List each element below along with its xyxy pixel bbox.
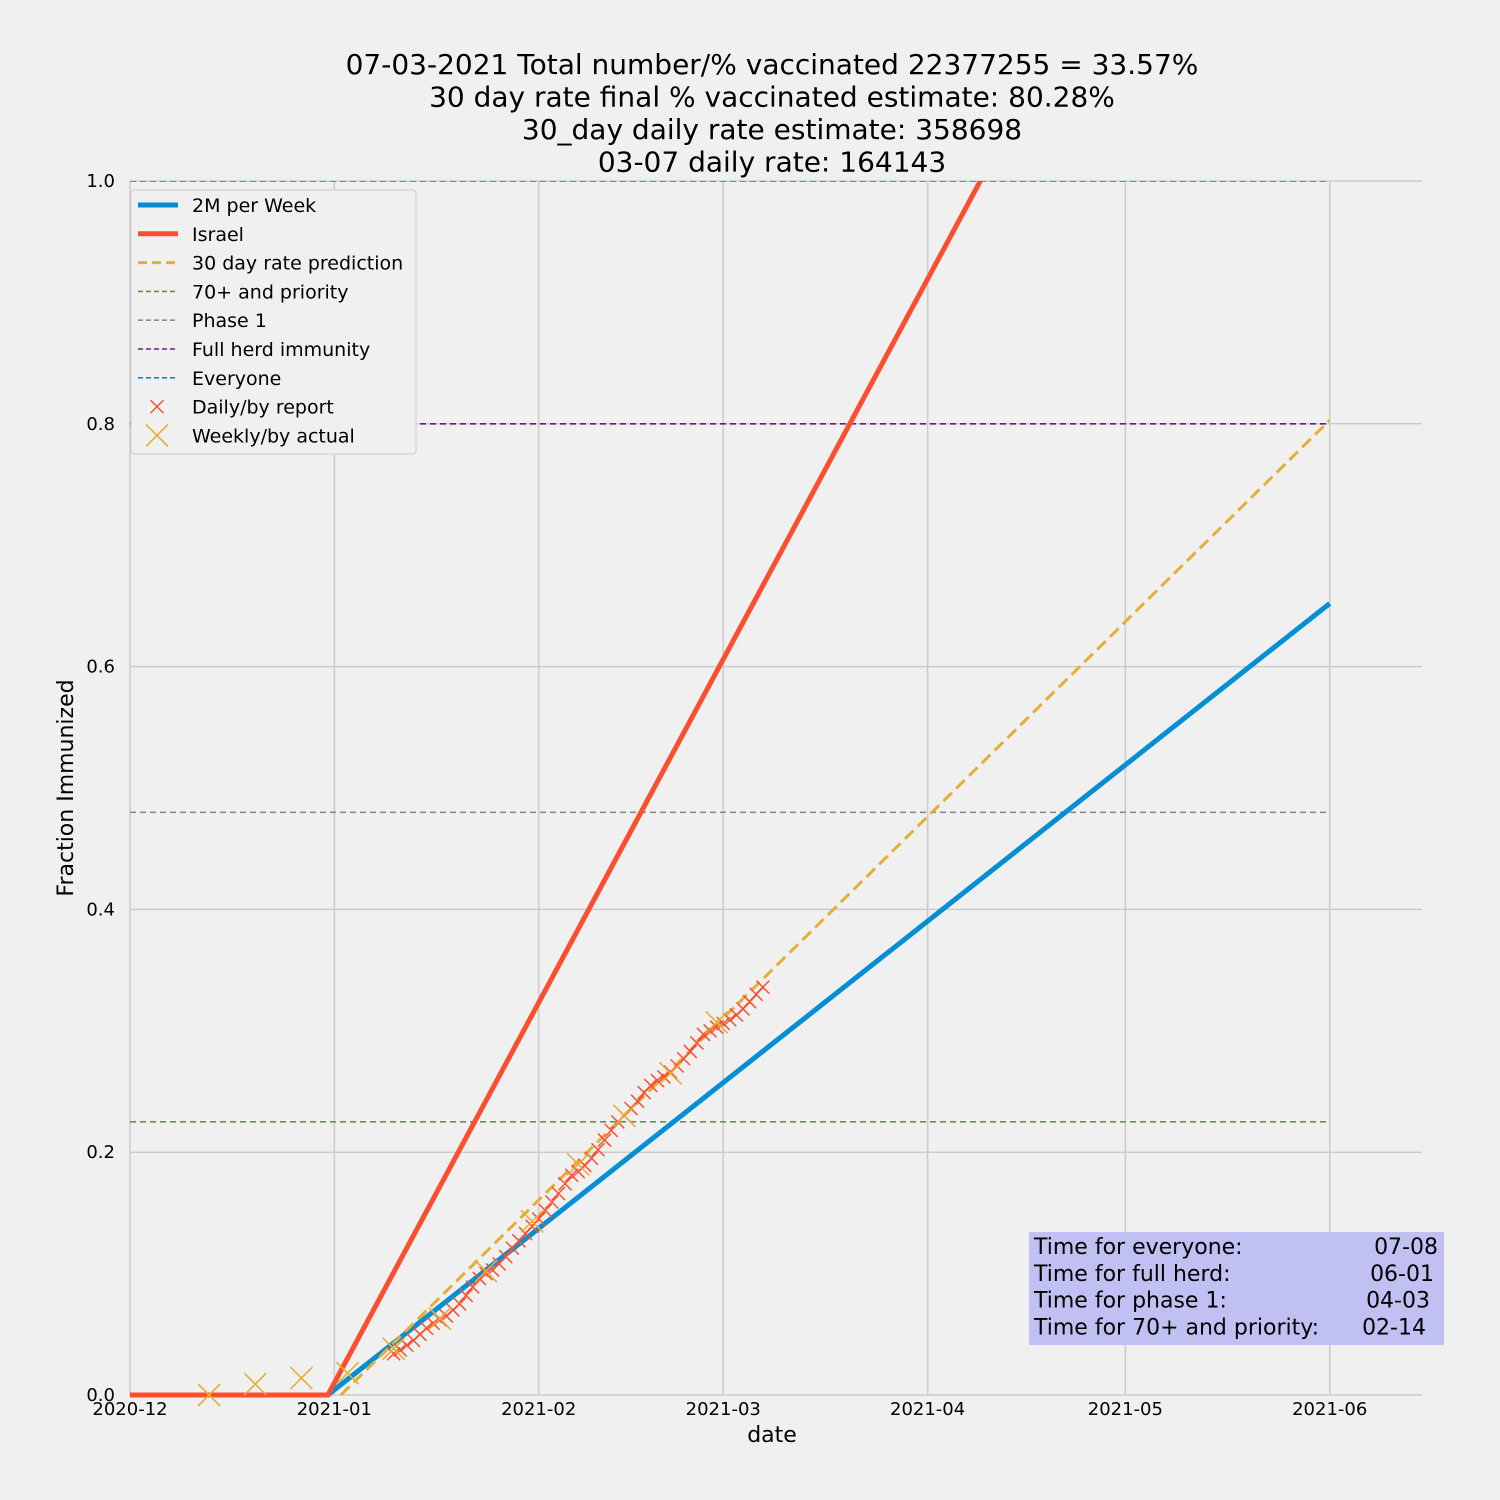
legend-item: Phase 1: [138, 310, 267, 332]
scatter-point: [590, 1142, 606, 1157]
scatter-point: [564, 1168, 579, 1183]
legend-item: 30 day rate prediction: [138, 253, 403, 275]
x-tick-label: 2021-04: [890, 1399, 965, 1420]
series-line: [339, 419, 1331, 1397]
chart-title: 07-03-2021 Total number/% vaccinated 223…: [346, 48, 1199, 179]
scatter-point: [197, 1383, 221, 1407]
scatter-point: [478, 1266, 493, 1281]
legend-label: Full herd immunity: [192, 339, 370, 361]
info-row-value: 07-08: [1374, 1235, 1438, 1260]
scatter-point: [612, 1104, 636, 1128]
x-tick-label: 2021-03: [686, 1399, 761, 1420]
legend-label: Phase 1: [192, 310, 267, 332]
x-axis-ticks: 2020-12 2021-01 2021-02 2021-03 2021-04 2021-…: [92, 1399, 1367, 1420]
info-box: Time for everyone: 07-08 Time for full her…: [1029, 1232, 1444, 1345]
y-axis-label: Fraction Immunized: [54, 679, 79, 896]
info-row-value: 06-01: [1370, 1262, 1434, 1287]
scatter-point: [658, 1061, 683, 1085]
x-tick-label: 2021-06: [1292, 1399, 1367, 1420]
scatter-point: [630, 1094, 645, 1109]
scatter-point: [566, 1152, 590, 1176]
info-row-label: Time for full herd:: [1033, 1262, 1231, 1287]
info-row-label: Time for 70+ and priority:: [1033, 1315, 1319, 1340]
scatter-point: [289, 1366, 313, 1390]
info-row-label: Time for everyone:: [1033, 1235, 1243, 1260]
scatter-point: [703, 1023, 718, 1038]
x-tick-label: 2020-12: [92, 1399, 167, 1420]
series-lines: [130, 181, 1332, 1398]
info-box-background: [1029, 1232, 1444, 1345]
scatter-point: [755, 980, 770, 995]
title-line: 07-03-2021 Total number/% vaccinated 223…: [346, 48, 1199, 81]
scatter-point: [538, 1203, 553, 1218]
scatter-point: [419, 1321, 434, 1336]
y-tick-label: 0.0: [86, 1385, 115, 1406]
scatter-point: [465, 1279, 480, 1294]
scatter-point: [520, 1209, 544, 1233]
scatter-point: [705, 1010, 729, 1034]
scatter-point: [386, 1346, 401, 1361]
info-row-label: Time for phase 1:: [1033, 1289, 1227, 1314]
scatter-point: [428, 1306, 452, 1331]
scatter-point: [650, 1073, 665, 1088]
info-row-value: 02-14: [1362, 1315, 1426, 1340]
title-line: 30_day daily rate estimate: 358698: [522, 113, 1022, 146]
scatter-point: [689, 1035, 704, 1050]
legend-item: Weekly/by actual: [145, 423, 355, 447]
legend-label: Daily/by report: [192, 397, 334, 419]
x-tick-label: 2021-01: [297, 1399, 372, 1420]
scatter-point: [382, 1337, 406, 1361]
scatter-point: [604, 1123, 619, 1138]
scatter-point: [432, 1312, 447, 1327]
scatter-point: [459, 1288, 474, 1303]
legend-label: Israel: [192, 224, 244, 246]
y-tick-label: 0.6: [86, 657, 115, 678]
y-tick-label: 0.4: [86, 899, 115, 920]
scatter-point: [558, 1176, 573, 1191]
title-line: 30 day rate final % vaccinated estimate:…: [429, 81, 1115, 114]
scatter-point: [597, 1133, 612, 1148]
info-row-value: 04-03: [1366, 1289, 1430, 1314]
legend: 2M per Week Israel 30 day rate prediction 7…: [130, 189, 417, 455]
legend-marker: [149, 399, 165, 414]
scatter-point: [544, 1194, 559, 1210]
scatter-point: [426, 1316, 441, 1331]
legend-item: Everyone: [138, 368, 281, 390]
scatter-point: [474, 1259, 498, 1283]
y-tick-label: 0.8: [86, 414, 115, 435]
legend-item: Israel: [138, 224, 244, 246]
scatter-point: [656, 1069, 671, 1084]
scatter-point: [722, 1012, 737, 1027]
legend-item: 70+ and priority: [138, 281, 348, 303]
legend-item: Daily/by report: [149, 397, 334, 419]
legend-label: 30 day rate prediction: [192, 253, 403, 275]
y-tick-label: 0.2: [86, 1142, 115, 1163]
legend-label: Everyone: [192, 368, 281, 390]
x-tick-label: 2021-02: [501, 1399, 576, 1420]
legend-marker: [145, 423, 169, 447]
scatter-point: [584, 1151, 599, 1166]
legend-label: 70+ and priority: [192, 281, 348, 303]
scatter-point: [551, 1186, 566, 1201]
scatter-point: [335, 1361, 360, 1385]
scatter-point: [709, 1020, 724, 1035]
title-line: 03-07 daily rate: 164143: [598, 146, 946, 179]
scatter-markers: [197, 980, 770, 1407]
series-line: [130, 181, 983, 1398]
x-axis-label: date: [747, 1423, 797, 1448]
legend-frame: [130, 189, 417, 455]
x-tick-label: 2021-05: [1088, 1399, 1163, 1420]
y-tick-label: 1.0: [86, 171, 115, 192]
y-axis-ticks: 0.0 0.2 0.4 0.6 0.8 1.0: [86, 171, 115, 1406]
legend-label: 2M per Week: [192, 195, 316, 217]
scatter-point: [498, 1249, 513, 1264]
scatter-point: [243, 1372, 267, 1396]
legend-item: Full herd immunity: [138, 339, 370, 361]
legend-label: Weekly/by actual: [192, 425, 355, 447]
legend-item: 2M per Week: [138, 195, 316, 217]
scatter-point: [683, 1044, 698, 1059]
scatter-point: [452, 1296, 467, 1311]
scatter-point: [643, 1078, 658, 1093]
